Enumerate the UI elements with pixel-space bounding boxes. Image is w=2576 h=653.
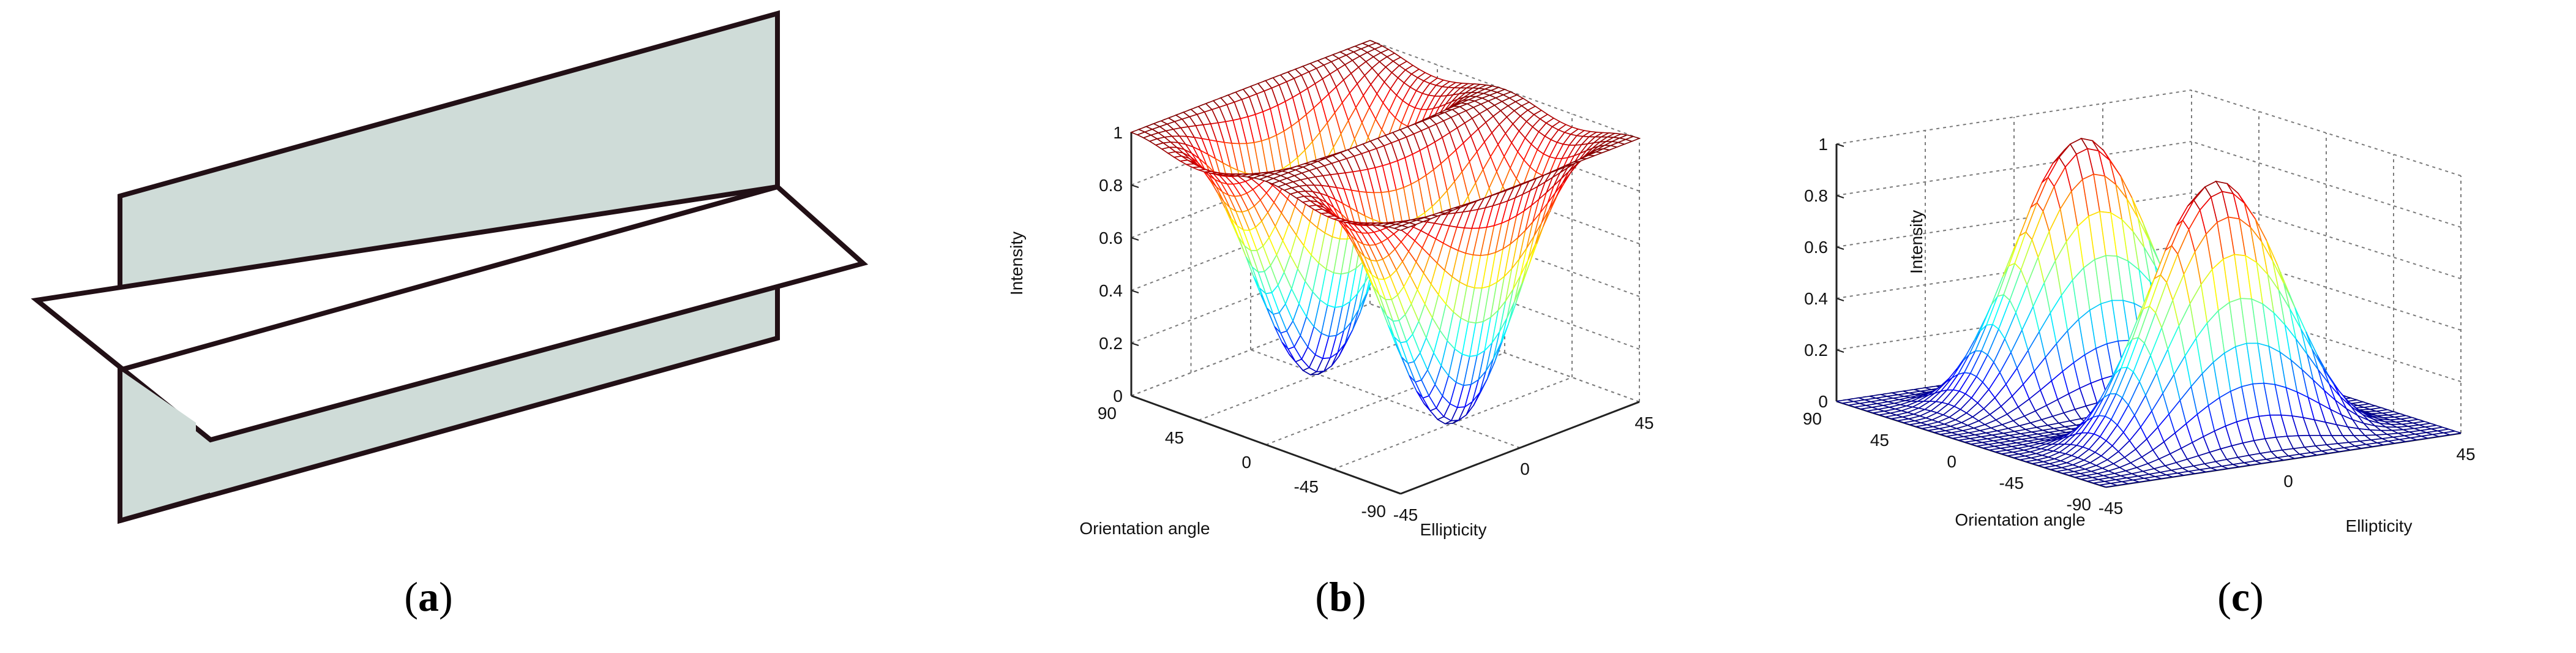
z-tick-label: 0.2 bbox=[1804, 341, 1828, 360]
z-tick-label: 0.6 bbox=[1099, 228, 1123, 247]
surface-cell bbox=[2443, 430, 2462, 436]
y-tick-label: 45 bbox=[1634, 413, 1653, 432]
surface-cell bbox=[1624, 135, 1641, 142]
z-tick-label: 0.2 bbox=[1099, 334, 1123, 353]
plane-intersection-line bbox=[119, 184, 779, 372]
orthogonal-planes-diagram bbox=[31, 10, 869, 524]
z-axis-label: Intensity bbox=[1007, 232, 1026, 295]
x-tick-label: 45 bbox=[1870, 431, 1889, 450]
x-tick-label: -45 bbox=[1294, 477, 1319, 496]
z-tick-label: 0.4 bbox=[1804, 289, 1828, 308]
y-tick-label: -45 bbox=[1393, 505, 1418, 524]
x-tick-label: -45 bbox=[1999, 474, 2024, 493]
z-tick-label: 0 bbox=[1113, 387, 1123, 406]
caption-a-letter: a bbox=[418, 573, 439, 620]
x-tick-label: 45 bbox=[1165, 428, 1184, 447]
axis-labels-b: Intensity Orientation angle Ellipticity bbox=[1007, 232, 1486, 539]
panel-c: 0 0.2 0.4 0.6 0.8 1 90 45 0 -45 -90 -45 0 45 Intensit… bbox=[1763, 0, 2576, 653]
surface-mesh-b bbox=[1129, 40, 1641, 425]
panel-b: 0 0.2 0.4 0.6 0.8 1 90 45 0 -45 -90 -45 0 45 Intensit… bbox=[930, 0, 1763, 653]
intensity-surface-c: 0 0.2 0.4 0.6 0.8 1 90 45 0 -45 -90 -45 0 45 Intensit… bbox=[1803, 89, 2476, 535]
x-axis-label: Orientation angle bbox=[1079, 519, 1210, 538]
vertical-plane-bottom-edge bbox=[119, 493, 212, 523]
caption-b-letter: b bbox=[1329, 573, 1352, 620]
caption-a: (a) bbox=[404, 573, 453, 620]
y-axis-label: Ellipticity bbox=[1420, 520, 1487, 539]
y-axis-label: Ellipticity bbox=[2346, 516, 2413, 535]
y-tick-label: 0 bbox=[2283, 472, 2293, 491]
surface-mesh-c bbox=[1836, 137, 2462, 488]
z-axis-label: Intensity bbox=[1907, 210, 1926, 274]
x-tick-label: -90 bbox=[1361, 502, 1386, 521]
x-tick-label: 0 bbox=[1241, 453, 1251, 472]
caption-c: (c) bbox=[2217, 573, 2264, 620]
x-tick-label: 0 bbox=[1947, 452, 1956, 471]
y-tick-label: -45 bbox=[2099, 499, 2123, 518]
x-axis-label: Orientation angle bbox=[1955, 510, 2085, 529]
y-tick-label: 0 bbox=[1520, 459, 1530, 478]
panel-a: (a) bbox=[0, 0, 930, 653]
z-tick-label: 0.8 bbox=[1804, 186, 1828, 205]
x-tick-label: 90 bbox=[1803, 409, 1822, 428]
caption-c-letter: c bbox=[2231, 573, 2250, 620]
axis-labels-c: Intensity Orientation angle Ellipticity bbox=[1907, 210, 2412, 535]
x-tick-label: -90 bbox=[2067, 495, 2091, 514]
vertical-plane-front bbox=[120, 370, 196, 521]
z-tick-label: 1 bbox=[1818, 135, 1828, 154]
x-tick-label: 90 bbox=[1098, 404, 1117, 423]
z-tick-label: 0 bbox=[1818, 392, 1828, 411]
caption-b: (b) bbox=[1315, 573, 1366, 620]
z-tick-label: 0.8 bbox=[1099, 176, 1123, 195]
intensity-surface-b: 0 0.2 0.4 0.6 0.8 1 90 45 0 -45 -90 -45 0 45 Intensit… bbox=[1007, 40, 1654, 539]
z-tick-label: 0.6 bbox=[1804, 238, 1828, 257]
y-tick-label: 45 bbox=[2456, 445, 2475, 464]
z-tick-label: 0.4 bbox=[1099, 281, 1123, 300]
z-tick-label: 1 bbox=[1113, 123, 1123, 142]
